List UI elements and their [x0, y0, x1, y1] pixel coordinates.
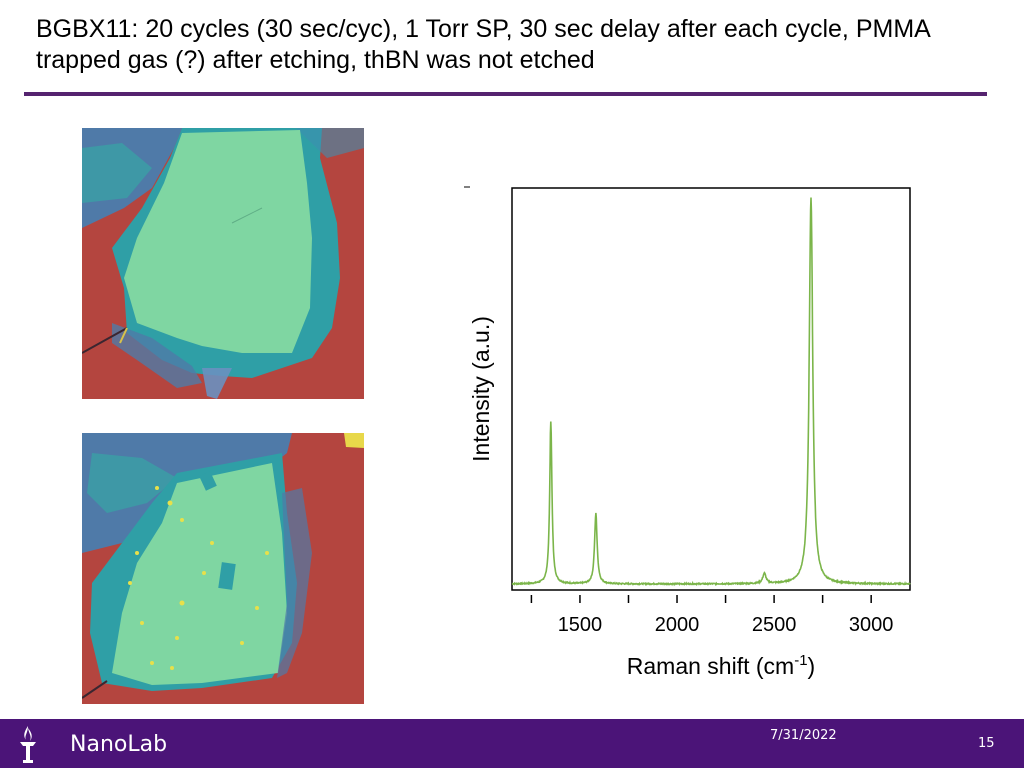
micrograph-before-image — [82, 128, 364, 399]
micrograph-after — [82, 433, 364, 704]
brand-name: NanoLab — [70, 732, 168, 757]
x-tick-label: 1500 — [558, 614, 603, 636]
micrograph-before — [82, 128, 364, 399]
slide-date: 7/31/2022 — [770, 728, 837, 743]
slide-number: 15 — [978, 736, 995, 751]
slide-title: BGBX11: 20 cycles (30 sec/cyc), 1 Torr S… — [36, 15, 930, 74]
micrograph-after-image — [82, 433, 364, 704]
title-divider — [24, 92, 987, 96]
footer-bar: NanoLab 7/31/2022 15 — [0, 719, 1024, 768]
x-tick-label: 2000 — [655, 614, 700, 636]
raman-chart-svg: 1500 2000 2500 3000 Intensity (a.u.) Raman … — [464, 186, 911, 679]
x-axis-label-main: Raman shift (cm — [627, 653, 794, 679]
y-axis-label: Intensity (a.u.) — [468, 316, 494, 462]
plot-frame — [511, 187, 911, 591]
raman-chart: 1500 2000 2500 3000 Intensity (a.u.) Raman … — [464, 184, 920, 682]
x-tick-label: 2500 — [752, 614, 797, 636]
nyu-torch-icon — [20, 726, 36, 763]
x-tick-label: 3000 — [849, 614, 894, 636]
spectrum-series — [511, 197, 911, 587]
x-axis-label: Raman shift (cm-1) — [627, 652, 815, 679]
x-axis-label-close: ) — [808, 653, 816, 679]
x-axis-label-superscript: -1 — [794, 652, 807, 669]
